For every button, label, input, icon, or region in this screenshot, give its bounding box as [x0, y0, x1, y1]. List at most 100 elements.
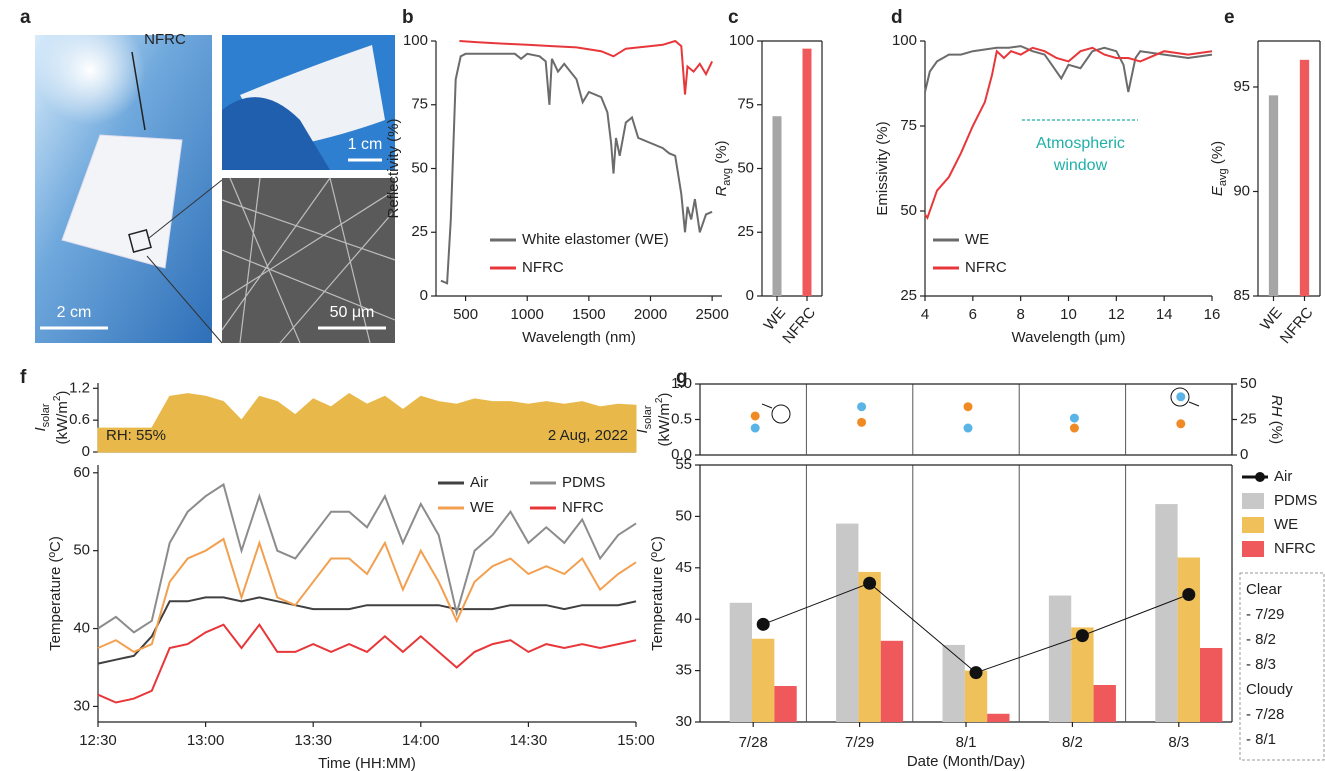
- y-tick-label: 60: [73, 464, 90, 481]
- bar: [1299, 59, 1310, 296]
- y-tick-label: 50: [411, 159, 428, 176]
- axis-title: Eavg (%): [1209, 141, 1229, 196]
- scatter-point: [1069, 413, 1079, 423]
- legend-swatch: [1242, 517, 1264, 533]
- photo-film: [61, 134, 183, 269]
- x-tick-label: 8: [1016, 306, 1024, 323]
- zoom-box: [128, 229, 152, 253]
- scale-label: 1 cm: [348, 136, 383, 153]
- legend-label: PDMS: [1274, 492, 1317, 509]
- data-line: [97, 537, 637, 654]
- axis-title-part: R: [713, 186, 730, 197]
- y-tick-label: 40: [675, 610, 692, 627]
- axis-title-sub: avg: [721, 168, 733, 186]
- bar: [1155, 504, 1178, 722]
- x-tick-label: 14: [1156, 306, 1173, 323]
- axis-title-part: (kW/m: [656, 403, 673, 446]
- axis-title-part: ): [656, 393, 673, 398]
- bar: [964, 670, 988, 722]
- y-tick-label: 30: [73, 697, 90, 714]
- data-point: [969, 666, 983, 680]
- axis-title: (kW/m2): [52, 391, 71, 445]
- x-tick-label: 16: [1204, 306, 1221, 323]
- bar: [1048, 595, 1072, 722]
- axis-title-part: (%): [713, 140, 730, 168]
- y-tick-label: 45: [675, 559, 692, 576]
- y-tick-label: 90: [1233, 182, 1250, 199]
- data-line: [924, 46, 1213, 220]
- legend-label: NFRC: [1274, 540, 1316, 557]
- axis-title: Temperature (ºC): [47, 536, 64, 651]
- bar: [858, 571, 881, 722]
- note: Clear: [1246, 581, 1282, 598]
- y-tick-label: 95: [1233, 78, 1250, 95]
- scatter-point: [857, 417, 867, 427]
- photo-fabric: [222, 97, 330, 170]
- y-tick-label: 25: [411, 223, 428, 240]
- scatter-point: [857, 402, 867, 412]
- bar: [880, 640, 904, 722]
- y-tick-label: 0.5: [671, 410, 692, 427]
- data-line: [97, 596, 637, 665]
- data-point: [756, 617, 770, 631]
- axis-title-part: (kW/m: [54, 401, 71, 444]
- axis-title-part: ): [54, 391, 71, 396]
- photo-fibers: [221, 177, 396, 344]
- bar: [802, 48, 812, 297]
- x-tick-label: 8/3: [1168, 734, 1189, 751]
- legend-label: NFRC: [522, 259, 564, 276]
- legend-label: Air: [470, 474, 488, 491]
- photo-panel: a NFRC 2 cm 1 cm 50 μm: [20, 7, 396, 344]
- axis-title: Isolar: [32, 403, 52, 431]
- x-tick-label: 15:00: [617, 732, 655, 749]
- data-line: [763, 582, 1189, 674]
- note: - 8/3: [1246, 656, 1276, 673]
- y-tick-label: 55: [675, 456, 692, 473]
- data-point: [1075, 629, 1089, 643]
- panel-letter: g: [676, 367, 688, 388]
- x-tick-label: 2000: [634, 306, 667, 323]
- x-tick-label: 14:00: [402, 732, 440, 749]
- photo-sem: [222, 178, 395, 343]
- y-tick-label: 100: [892, 32, 917, 49]
- axis-title-part: I: [32, 427, 49, 431]
- zoom-line: [146, 255, 223, 344]
- panel-letter: b: [402, 7, 414, 28]
- axis-title: Wavelength (μm): [1012, 329, 1126, 346]
- bar: [942, 644, 965, 722]
- bar: [772, 116, 782, 296]
- axis-title-sub: solar: [642, 405, 654, 429]
- x-tick-label: 500: [453, 306, 478, 323]
- legend-label: Air: [1274, 468, 1292, 485]
- x-tick-label: 1000: [511, 306, 544, 323]
- note: - 7/28: [1246, 706, 1284, 723]
- data-point: [1182, 588, 1196, 602]
- note: - 7/29: [1246, 606, 1284, 623]
- y-tick-label: 35: [675, 662, 692, 679]
- bar: [752, 638, 775, 722]
- scatter-point: [1176, 419, 1186, 429]
- axis-indicator-arrow: [1188, 401, 1200, 407]
- axis-title-sup: 2: [52, 395, 63, 401]
- y-tick-label: 0.6: [69, 411, 90, 428]
- scatter-point: [963, 423, 973, 433]
- annotation: RH: 55%: [106, 427, 166, 444]
- annotation: 2 Aug, 2022: [548, 427, 628, 444]
- bar: [1268, 95, 1279, 296]
- panel-letter: c: [728, 7, 739, 28]
- legend-label: WE: [1274, 516, 1298, 533]
- y-tick-label: 1.2: [69, 379, 90, 396]
- y-tick-label: 75: [411, 96, 428, 113]
- axis-title-part: (%): [1268, 417, 1285, 445]
- y-tick-label: 0: [1240, 446, 1248, 463]
- bar: [1177, 557, 1200, 722]
- legend-swatch: [1242, 541, 1264, 557]
- axis-title: RH (%): [1268, 395, 1285, 444]
- area: [97, 393, 637, 453]
- x-tick-label: 10: [1060, 306, 1077, 323]
- axis-title: Reflectivity (%): [385, 118, 402, 218]
- bar: [1199, 647, 1223, 722]
- x-tick-label: 12:30: [79, 732, 117, 749]
- scatter-point: [1069, 423, 1079, 433]
- y-tick-label: 0.0: [671, 446, 692, 463]
